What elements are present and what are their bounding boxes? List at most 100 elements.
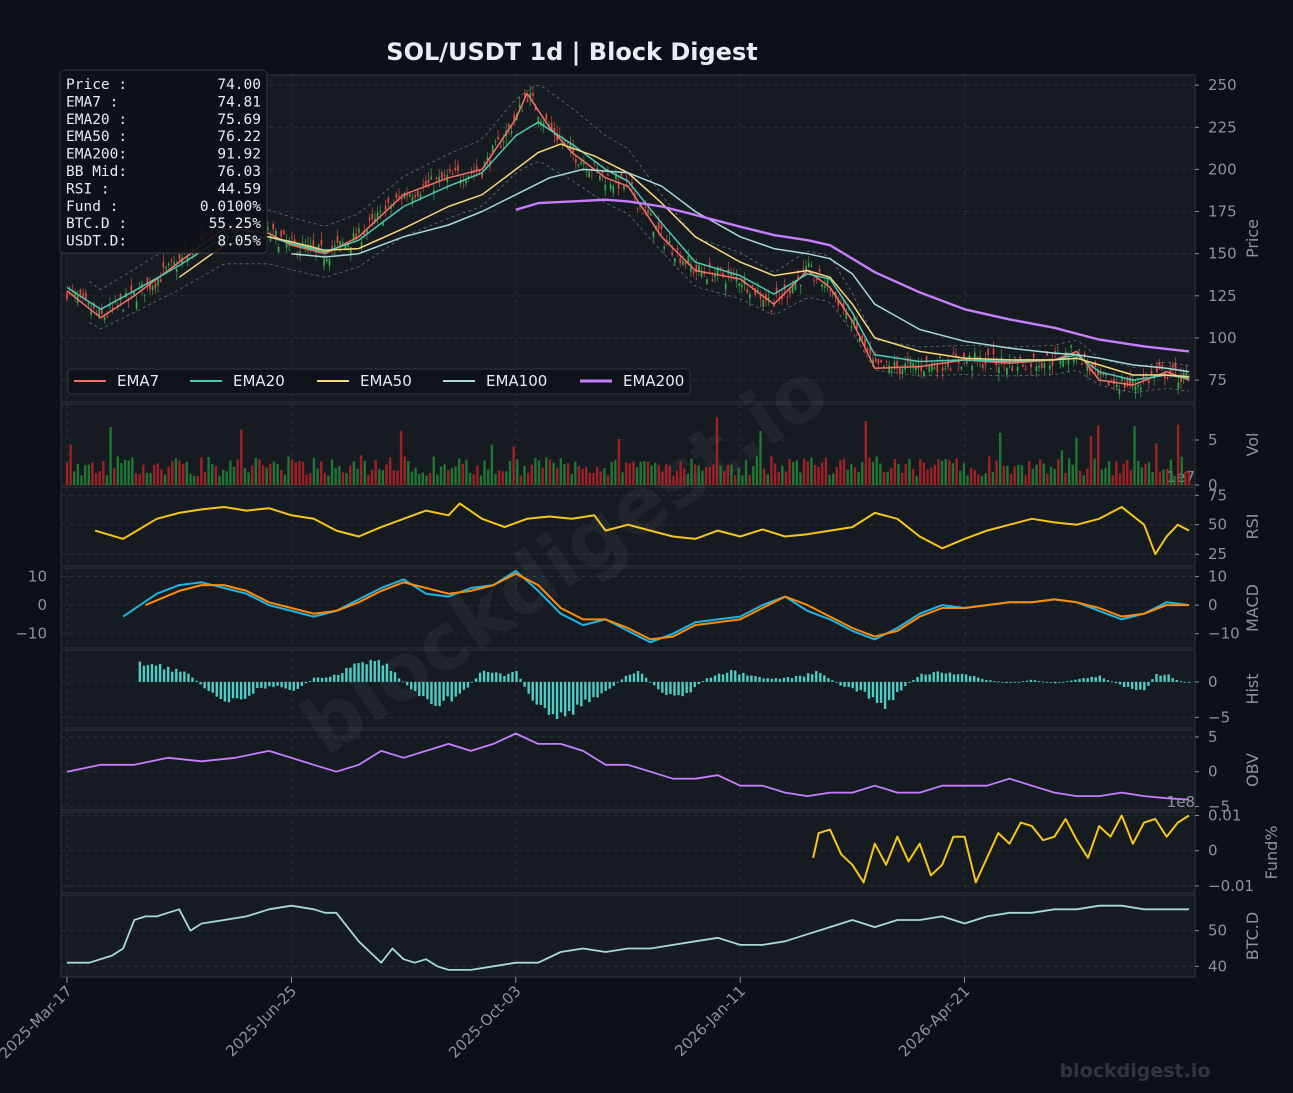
volume-bar bbox=[1176, 424, 1180, 485]
volume-bar bbox=[526, 472, 530, 485]
hist-bar bbox=[973, 676, 976, 682]
volume-bar bbox=[712, 464, 715, 485]
hist-bar bbox=[405, 681, 409, 686]
candle-body bbox=[312, 240, 315, 247]
candle-body bbox=[283, 230, 285, 234]
hist-bar bbox=[162, 669, 166, 682]
candle-body bbox=[947, 362, 949, 368]
hist-bar bbox=[871, 681, 875, 698]
volume-bar bbox=[1155, 443, 1158, 485]
candle-body bbox=[896, 361, 899, 368]
volume-bar bbox=[447, 470, 450, 485]
candle-body bbox=[1147, 380, 1150, 384]
candle-body bbox=[698, 264, 700, 272]
hist-bar bbox=[908, 681, 911, 683]
legend-label-ema20: EMA20 bbox=[233, 372, 285, 390]
hist-bar bbox=[434, 681, 437, 706]
volume-bar bbox=[799, 472, 802, 485]
volume-bar bbox=[566, 463, 570, 485]
volume-bar bbox=[156, 463, 159, 485]
candle-body bbox=[1134, 386, 1137, 391]
volume-bar bbox=[109, 426, 112, 485]
candle-body bbox=[406, 194, 408, 197]
candle-body bbox=[266, 227, 269, 231]
candle-body bbox=[1180, 374, 1182, 382]
info-value: 8.05% bbox=[217, 234, 261, 250]
candle-body bbox=[882, 365, 885, 367]
volume-bar bbox=[1002, 465, 1006, 485]
hist-bar bbox=[320, 677, 324, 682]
series-line-signal bbox=[145, 572, 1189, 641]
hist-bar bbox=[713, 675, 717, 682]
volume-bar bbox=[385, 464, 388, 485]
candle-body bbox=[609, 184, 612, 190]
info-value: 75.69 bbox=[217, 112, 261, 128]
hist-bar bbox=[896, 681, 899, 693]
y-tick-label-btcd: 50 bbox=[1208, 922, 1227, 940]
candle-body bbox=[987, 349, 990, 356]
volume-bar bbox=[505, 471, 508, 485]
candle-body bbox=[1083, 353, 1086, 357]
volume-bar bbox=[472, 474, 475, 485]
volume-bar bbox=[1020, 465, 1024, 485]
volume-bar bbox=[552, 462, 555, 485]
hist-bar bbox=[997, 681, 1000, 683]
candle-body bbox=[293, 239, 296, 243]
volume-bar bbox=[664, 464, 668, 485]
hist-bar bbox=[892, 681, 895, 701]
hist-bar bbox=[572, 681, 575, 715]
volume-bar bbox=[454, 466, 457, 485]
volume-bar bbox=[679, 461, 682, 485]
volume-bar bbox=[614, 460, 617, 485]
volume-bar bbox=[145, 472, 149, 485]
candle-body bbox=[885, 361, 888, 363]
hist-bar bbox=[948, 672, 952, 682]
volume-bar bbox=[1184, 471, 1187, 485]
y-tick-label-price: 200 bbox=[1208, 160, 1237, 178]
info-label: EMA200: bbox=[66, 147, 127, 163]
candle-body bbox=[1019, 356, 1022, 359]
volume-bar bbox=[686, 473, 690, 485]
volume-bar bbox=[516, 459, 519, 485]
candle-body bbox=[572, 147, 575, 153]
volume-bar bbox=[882, 471, 886, 485]
volume-bar bbox=[403, 456, 406, 485]
candle-body bbox=[333, 245, 336, 248]
candle-body bbox=[400, 198, 403, 200]
candle-body bbox=[668, 240, 671, 244]
candle-body bbox=[1137, 385, 1140, 388]
candle-body bbox=[858, 337, 861, 342]
hist-bar bbox=[960, 673, 964, 682]
panel-hist bbox=[60, 649, 1196, 729]
candle-body bbox=[382, 221, 384, 226]
volume-bar bbox=[632, 461, 635, 485]
candle-body bbox=[494, 141, 497, 143]
candle-body bbox=[280, 230, 283, 237]
volume-bar bbox=[755, 456, 759, 485]
volume-bar bbox=[1017, 464, 1020, 485]
volume-bar bbox=[439, 466, 443, 485]
hist-bar bbox=[1139, 681, 1142, 690]
y-axis-label-rsi: RSI bbox=[1243, 514, 1262, 540]
candle-body bbox=[681, 260, 684, 266]
candle-body bbox=[1024, 368, 1027, 370]
volume-bar bbox=[1009, 474, 1013, 485]
hist-bar bbox=[1126, 681, 1130, 687]
volume-bar bbox=[548, 459, 552, 485]
volume-bar bbox=[465, 459, 468, 485]
hist-bar bbox=[1017, 681, 1020, 683]
volume-bar bbox=[1064, 473, 1067, 485]
volume-bar bbox=[178, 460, 181, 485]
candle-body bbox=[716, 267, 719, 275]
candle-body bbox=[786, 296, 789, 298]
hist-bar bbox=[851, 681, 854, 689]
info-value: 44.59 bbox=[217, 181, 261, 197]
volume-bar bbox=[1126, 459, 1129, 485]
volume-bar bbox=[857, 472, 860, 485]
hist-bar bbox=[1001, 681, 1004, 683]
hist-bar bbox=[1090, 676, 1093, 682]
hist-bar bbox=[369, 659, 372, 682]
volume-bar bbox=[661, 471, 664, 485]
volume-bar bbox=[261, 465, 265, 485]
volume-bar bbox=[218, 475, 221, 485]
